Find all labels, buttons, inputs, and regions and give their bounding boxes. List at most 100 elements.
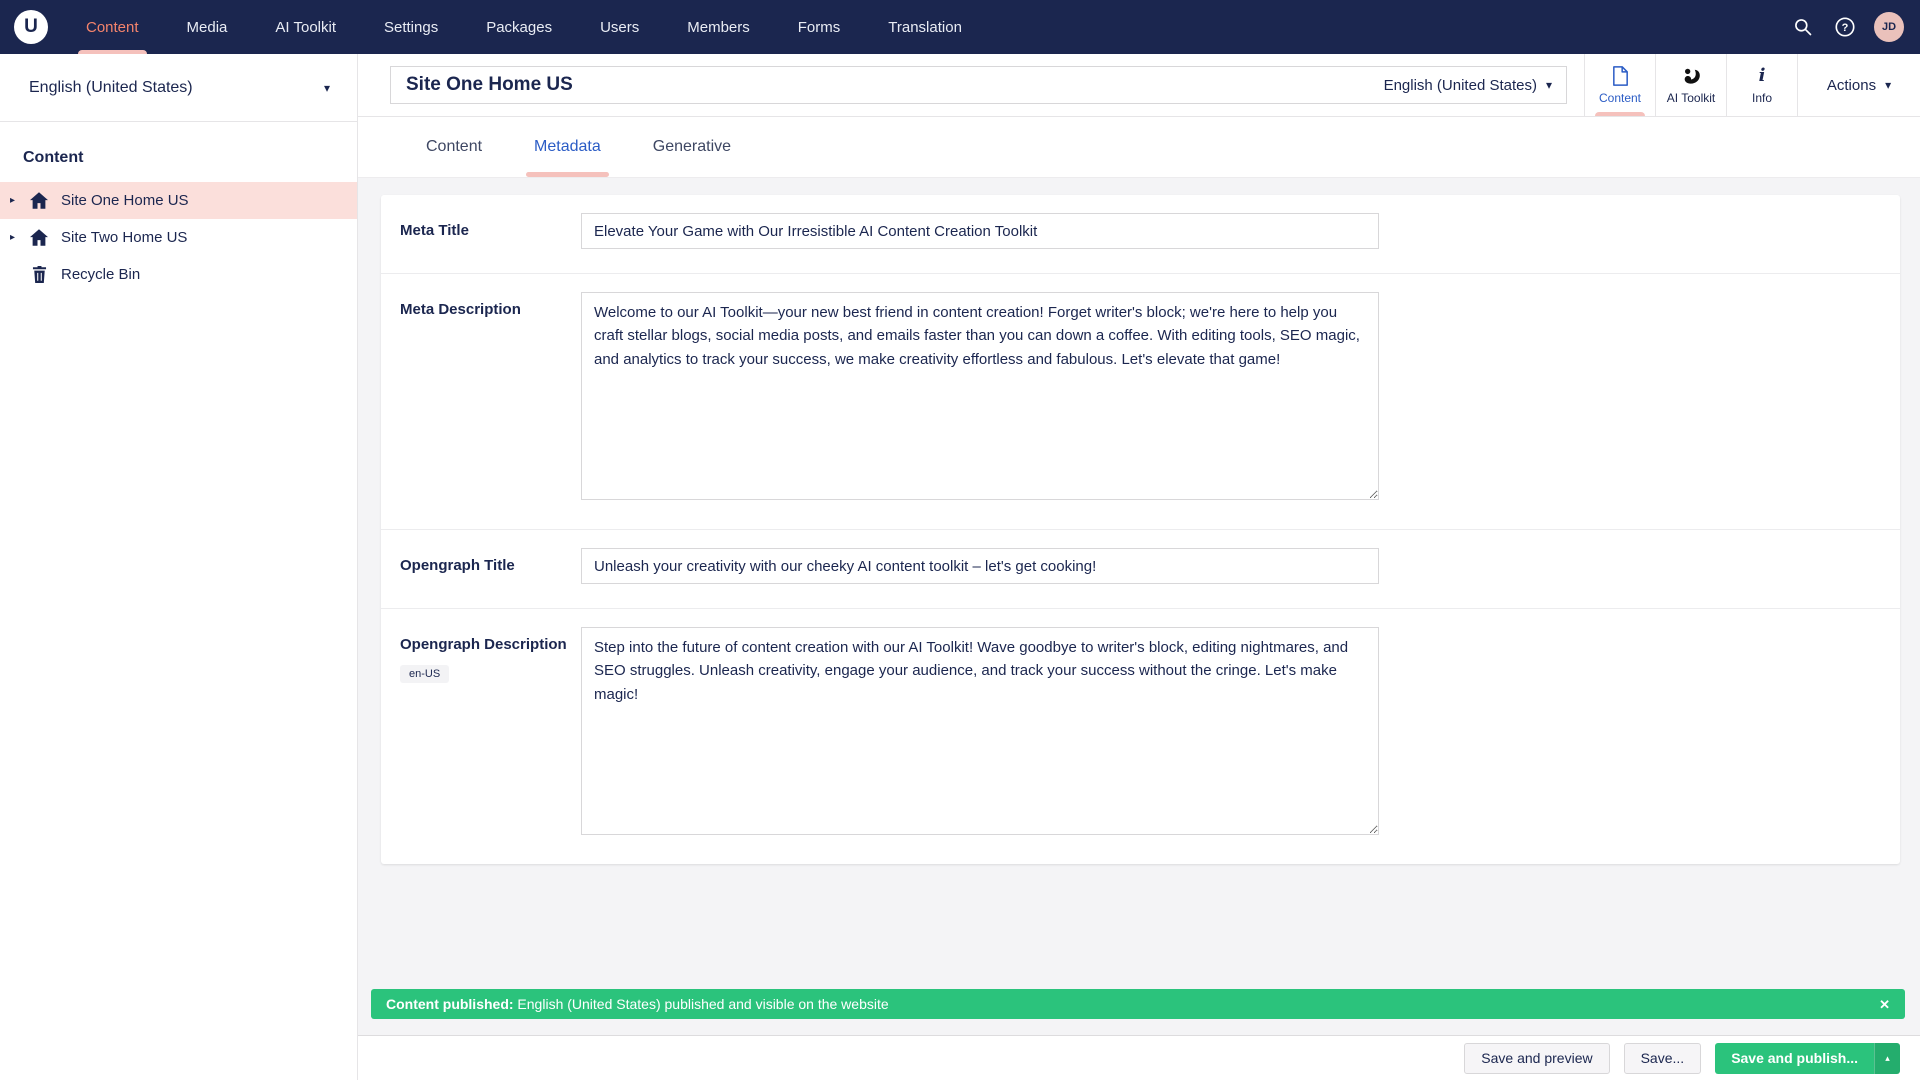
main-editor: English (United States) ▾ Content AI Too… xyxy=(358,54,1920,1080)
actions-label: Actions xyxy=(1826,76,1877,94)
nav-item-label: Members xyxy=(687,18,750,36)
save-and-preview-button[interactable]: Save and preview xyxy=(1464,1042,1610,1074)
property-label-column: Opengraph Title xyxy=(400,548,581,584)
tab-content[interactable]: Content xyxy=(400,117,508,177)
property-control xyxy=(581,548,1379,584)
chevron-down-icon: ▾ xyxy=(1885,78,1892,92)
expand-caret-icon[interactable]: ▸ xyxy=(10,232,16,243)
variant-label: English (United States) xyxy=(1383,76,1537,94)
property-label-column: Meta Title xyxy=(400,213,581,249)
save-and-publish-button[interactable]: Save and publish... xyxy=(1715,1042,1874,1074)
property-control xyxy=(581,213,1379,249)
nav-item-media[interactable]: Media xyxy=(163,0,252,54)
ai-toolkit-icon xyxy=(1681,66,1701,86)
nav-item-label: AI Toolkit xyxy=(275,18,336,36)
nav-item-label: Content xyxy=(86,18,139,36)
nav-item-ai-toolkit[interactable]: AI Toolkit xyxy=(251,0,360,54)
notification-message-bold: Content published: xyxy=(386,996,514,1012)
actions-button[interactable]: Actions ▾ xyxy=(1797,54,1920,116)
nav-item-label: Settings xyxy=(384,18,439,36)
culture-badge: en-US xyxy=(400,665,450,683)
search-icon xyxy=(1793,17,1813,37)
nav-item-label: Media xyxy=(186,18,228,36)
property-row-meta-title: Meta Title xyxy=(381,195,1900,274)
editor-footer: Save and preview Save... Save and publis… xyxy=(358,1035,1920,1080)
opengraph-description-textarea[interactable]: Step into the future of content creation… xyxy=(581,627,1379,835)
nav-item-label: Translation xyxy=(888,18,962,36)
help-icon: ? xyxy=(1834,17,1856,37)
notification-message-text: English (United States) published and vi… xyxy=(513,996,889,1012)
editor-header-right: Content AI Toolkit i Info Actions ▾ xyxy=(1584,54,1920,116)
topnav-spacer xyxy=(986,0,1782,54)
save-and-publish-split-button: Save and publish... ▴ xyxy=(1715,1042,1900,1074)
sidebar-language-selector[interactable]: English (United States) ▾ xyxy=(0,54,357,122)
svg-text:?: ? xyxy=(1842,22,1849,34)
sidebar-section-title: Content xyxy=(23,149,84,166)
document-icon xyxy=(1612,65,1629,86)
tab-generative[interactable]: Generative xyxy=(627,117,757,177)
notification-message: Content published: English (United State… xyxy=(386,996,889,1012)
content-scroll-area: Meta Title Meta Description Welcome to o… xyxy=(358,178,1920,1035)
app-tab-label: AI Toolkit xyxy=(1666,90,1716,105)
app-tab-info[interactable]: i Info xyxy=(1726,54,1797,116)
close-icon[interactable]: ✕ xyxy=(1879,996,1890,1012)
chevron-down-icon: ▾ xyxy=(1545,78,1552,92)
property-label: Meta Description xyxy=(400,301,521,318)
property-row-opengraph-title: Opengraph Title xyxy=(381,530,1900,609)
content-tab-strip: Content Metadata Generative xyxy=(358,117,1920,178)
publish-options-caret-button[interactable]: ▴ xyxy=(1874,1042,1900,1074)
tab-label: Generative xyxy=(652,138,732,155)
nav-item-packages[interactable]: Packages xyxy=(462,0,576,54)
tree-item-label: Recycle Bin xyxy=(61,266,141,283)
app-tab-label: Content xyxy=(1598,90,1642,105)
app-tab-ai-toolkit[interactable]: AI Toolkit xyxy=(1655,54,1726,116)
property-row-meta-description: Meta Description Welcome to our AI Toolk… xyxy=(381,274,1900,530)
nav-item-forms[interactable]: Forms xyxy=(774,0,865,54)
app-tab-label: Info xyxy=(1751,90,1772,105)
nav-item-content[interactable]: Content xyxy=(62,0,163,54)
trash-icon xyxy=(29,266,49,283)
document-title-input[interactable] xyxy=(391,67,1370,103)
tree-item-site-one-home-us[interactable]: ▸ Site One Home US xyxy=(0,182,357,219)
meta-description-textarea[interactable]: Welcome to our AI Toolkit—your new best … xyxy=(581,292,1379,500)
nav-item-settings[interactable]: Settings xyxy=(360,0,462,54)
chevron-down-icon: ▾ xyxy=(323,80,330,95)
nav-item-label: Packages xyxy=(486,18,553,36)
nav-item-users[interactable]: Users xyxy=(576,0,663,54)
expand-caret-icon[interactable]: ▸ xyxy=(10,195,16,206)
save-button[interactable]: Save... xyxy=(1623,1042,1702,1074)
opengraph-title-input[interactable] xyxy=(581,548,1379,584)
publish-success-notification: Content published: English (United State… xyxy=(371,989,1905,1019)
sidebar: English (United States) ▾ Content ▸ Site… xyxy=(0,54,358,1080)
search-button[interactable] xyxy=(1782,0,1824,54)
tree-item-site-two-home-us[interactable]: ▸ Site Two Home US xyxy=(0,219,357,256)
home-icon xyxy=(29,192,49,209)
tab-metadata[interactable]: Metadata xyxy=(508,117,627,177)
meta-title-input[interactable] xyxy=(581,213,1379,249)
metadata-property-card: Meta Title Meta Description Welcome to o… xyxy=(381,195,1900,864)
tab-label: Metadata xyxy=(534,138,601,155)
home-icon xyxy=(29,229,49,246)
property-row-opengraph-description: Opengraph Description en-US Step into th… xyxy=(381,609,1900,864)
umbraco-logo[interactable]: U xyxy=(0,0,62,54)
nav-item-label: Forms xyxy=(797,18,841,36)
property-label: Meta Title xyxy=(400,222,469,239)
property-label-column: Meta Description xyxy=(400,292,581,505)
help-button[interactable]: ? xyxy=(1824,0,1866,54)
tree-item-label: Site Two Home US xyxy=(61,229,188,246)
app-tab-content[interactable]: Content xyxy=(1584,54,1655,116)
nav-item-members[interactable]: Members xyxy=(663,0,774,54)
tree-item-recycle-bin[interactable]: Recycle Bin xyxy=(0,256,357,293)
editor-header: English (United States) ▾ Content AI Too… xyxy=(358,54,1920,117)
sidebar-language-label: English (United States) xyxy=(29,78,193,96)
top-navigation: U Content Media AI Toolkit Settings Pack… xyxy=(0,0,1920,54)
document-title-box: English (United States) ▾ xyxy=(390,66,1567,104)
nav-item-translation[interactable]: Translation xyxy=(864,0,986,54)
variant-selector[interactable]: English (United States) ▾ xyxy=(1370,77,1566,94)
workspace: English (United States) ▾ Content ▸ Site… xyxy=(0,54,1920,1080)
tree-item-label: Site One Home US xyxy=(61,192,189,209)
nav-item-label: Users xyxy=(600,18,640,36)
info-icon: i xyxy=(1758,65,1766,86)
property-label-column: Opengraph Description en-US xyxy=(400,627,581,840)
avatar[interactable]: JD xyxy=(1874,12,1904,42)
